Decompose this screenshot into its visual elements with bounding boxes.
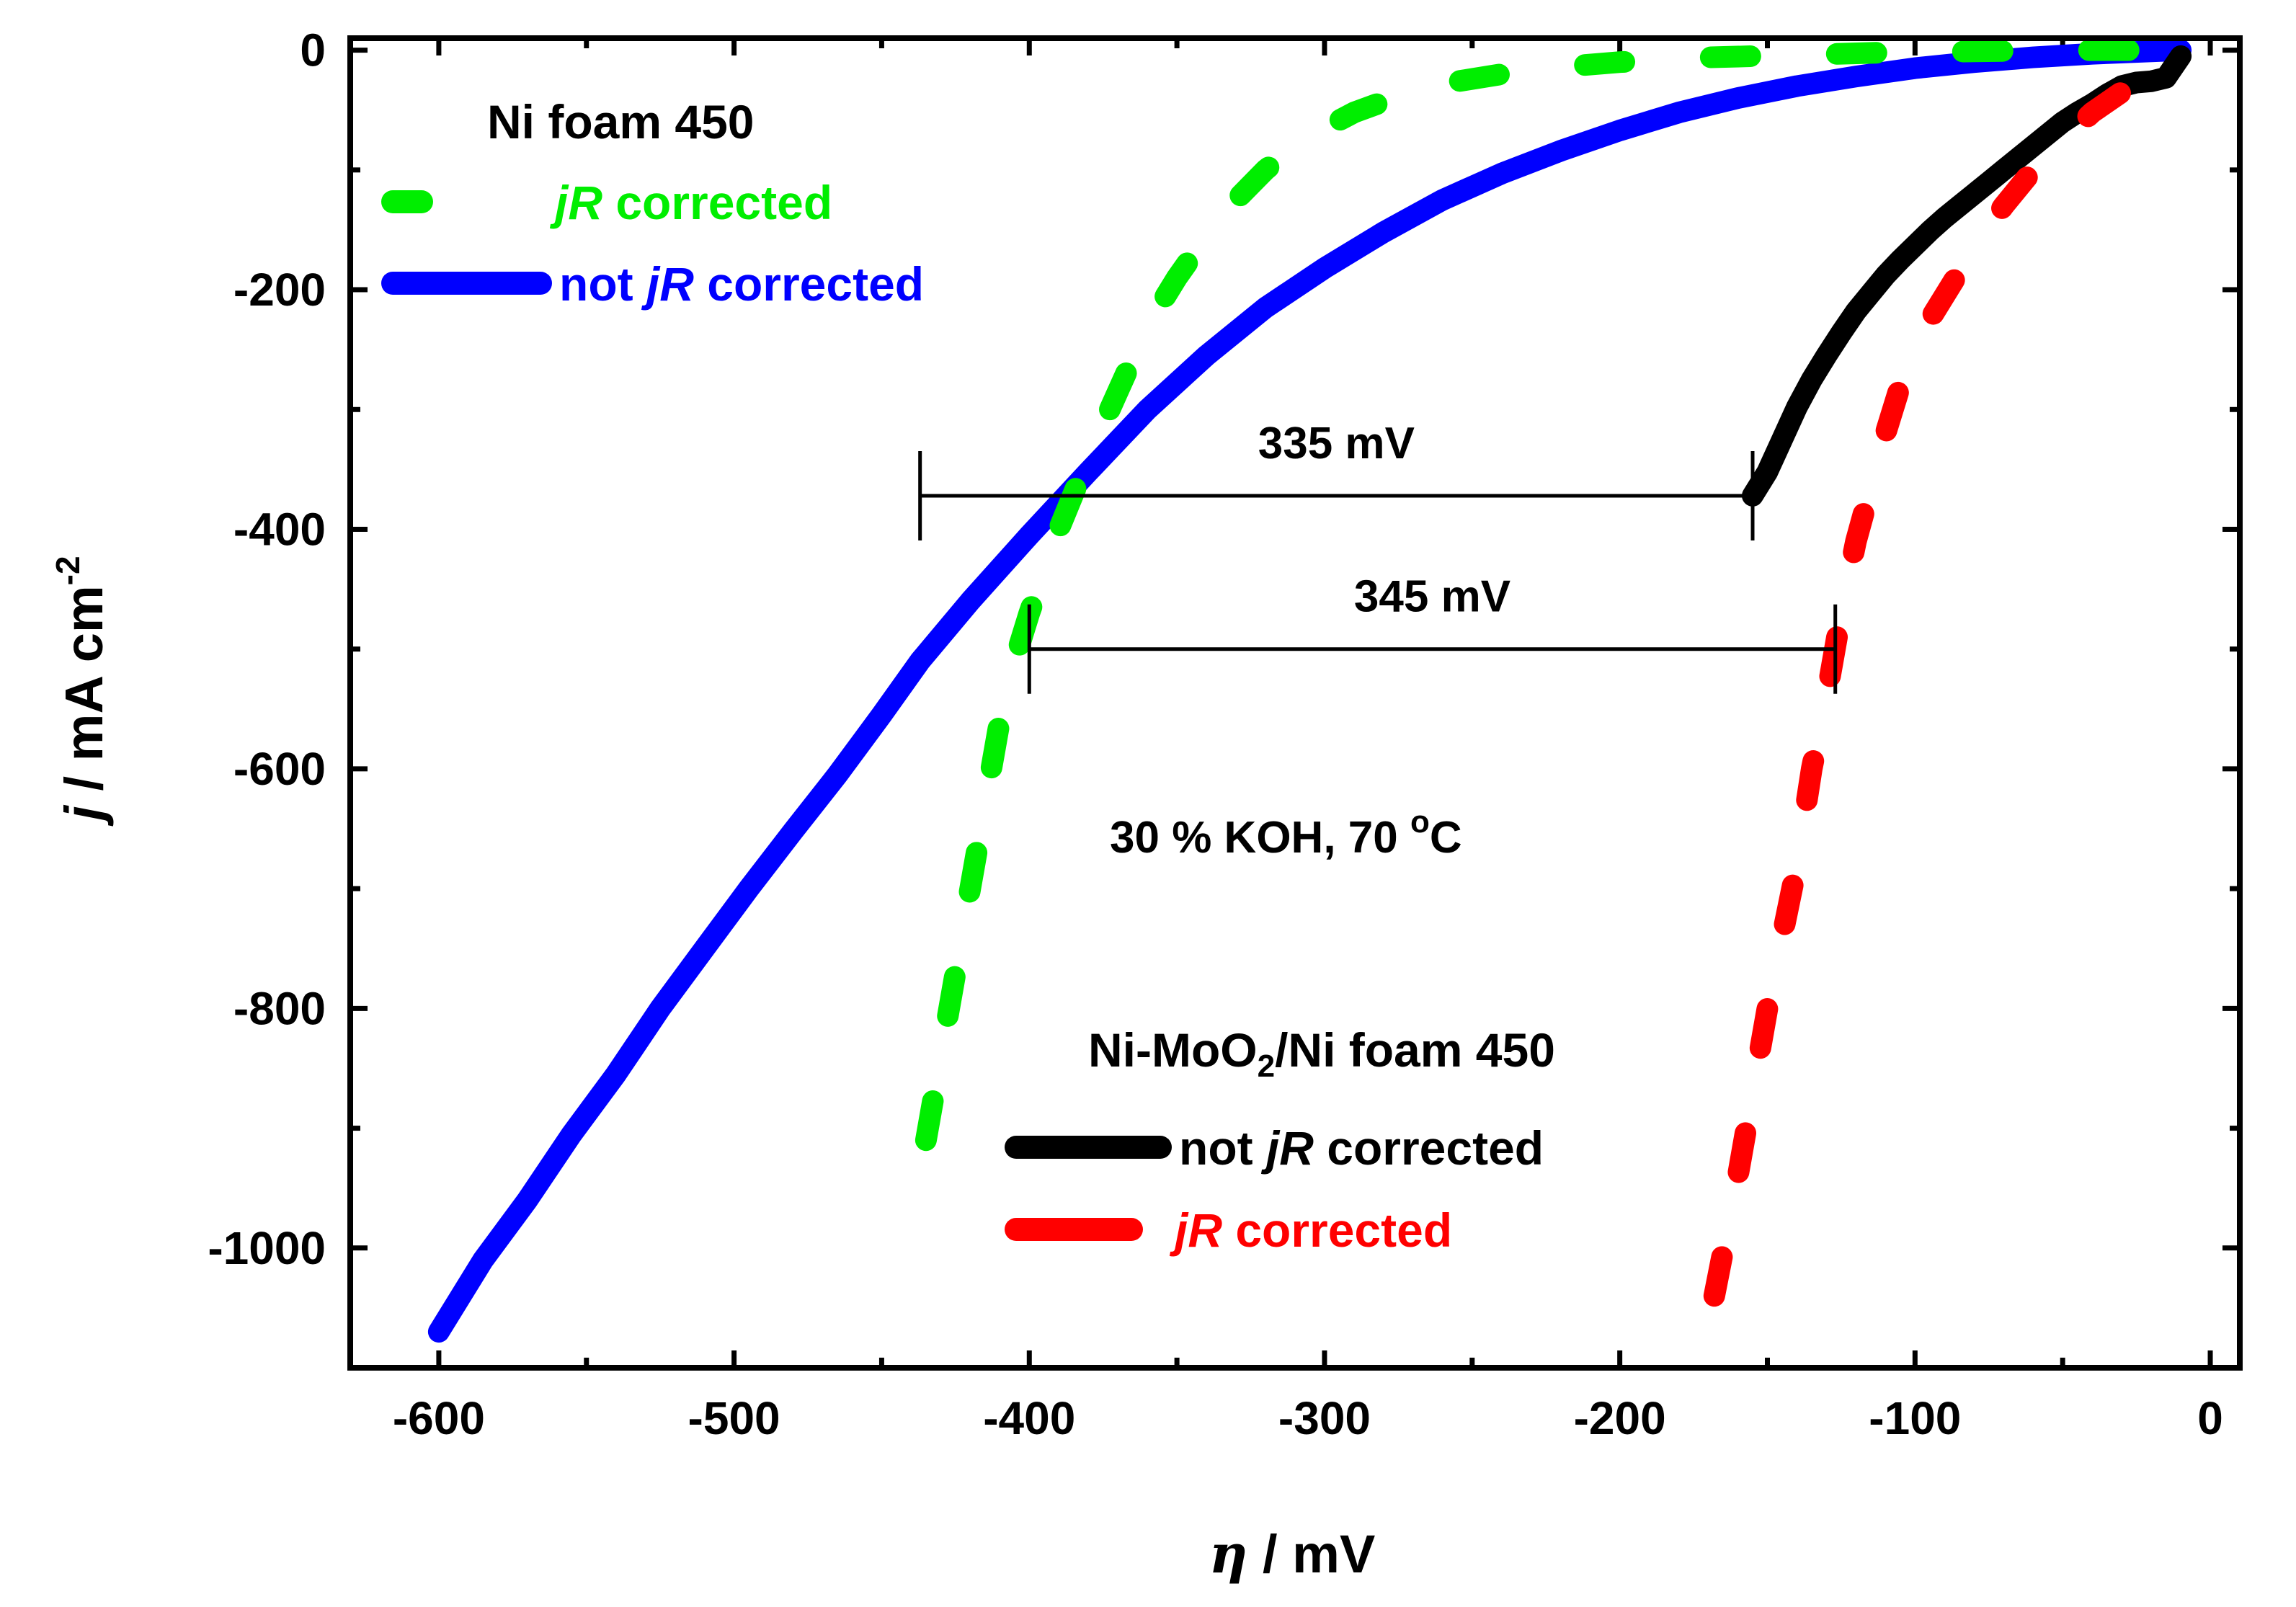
condition-label: 30 % KOH, 70 oC — [1110, 804, 1462, 863]
plot-frame — [347, 35, 2243, 1371]
legend-top-title: Ni foam 450 — [487, 95, 754, 148]
x-tick-label: -400 — [983, 1392, 1075, 1444]
x-tick-label: -600 — [393, 1392, 485, 1444]
y-tick-label: -600 — [233, 743, 326, 795]
series-layer — [427, 39, 2192, 1343]
y-tick-label: -400 — [233, 503, 326, 555]
x-tick-label: -300 — [1278, 1392, 1371, 1444]
y-tick-label: -800 — [233, 982, 326, 1034]
x-tick-label: -200 — [1574, 1392, 1666, 1444]
y-axis-title: j / mA cm-2 — [49, 556, 114, 826]
y-axis-exponent: -2 — [49, 556, 86, 585]
legend-bottom-label-jr: jR corrected — [1169, 1203, 1452, 1257]
series-line-1 — [915, 39, 2192, 1152]
x-tick-label: -500 — [688, 1392, 780, 1444]
legend-bottom-title: Ni-MoO2/Ni foam 450 — [1088, 1023, 1555, 1084]
x-tick-label: 0 — [2197, 1392, 2223, 1444]
x-axis-symbol: η — [1209, 1523, 1248, 1585]
legend-top-label-jr: jR corrected — [549, 176, 832, 229]
y-tick-label: 0 — [300, 25, 326, 76]
annotation-layer: 335 mV 345 mV — [918, 419, 1838, 694]
annotation-label: 335 mV — [1258, 419, 1415, 468]
series-line-2 — [1742, 45, 2192, 507]
legend-bottom-label-not-jr: not jR corrected — [1179, 1121, 1544, 1175]
x-axis-title: η / mV — [1209, 1523, 1376, 1585]
y-axis-symbol: j — [54, 805, 114, 827]
y-tick-label: -200 — [233, 264, 326, 316]
series-line-0 — [427, 39, 2192, 1343]
x-axis-unit: / mV — [1247, 1524, 1375, 1584]
y-tick-label: -1000 — [208, 1222, 326, 1274]
y-axis-unit: / mA cm — [54, 585, 114, 806]
series-line-3 — [1703, 57, 2177, 1307]
legend-top-label-not-jr: not jR corrected — [559, 257, 924, 311]
annotation-label: 345 mV — [1354, 572, 1510, 622]
tick-layer: -600 -500 -400 -300 -200 -100 00-200-400-600-8… — [208, 25, 2240, 1444]
x-tick-label: -100 — [1869, 1392, 1961, 1444]
